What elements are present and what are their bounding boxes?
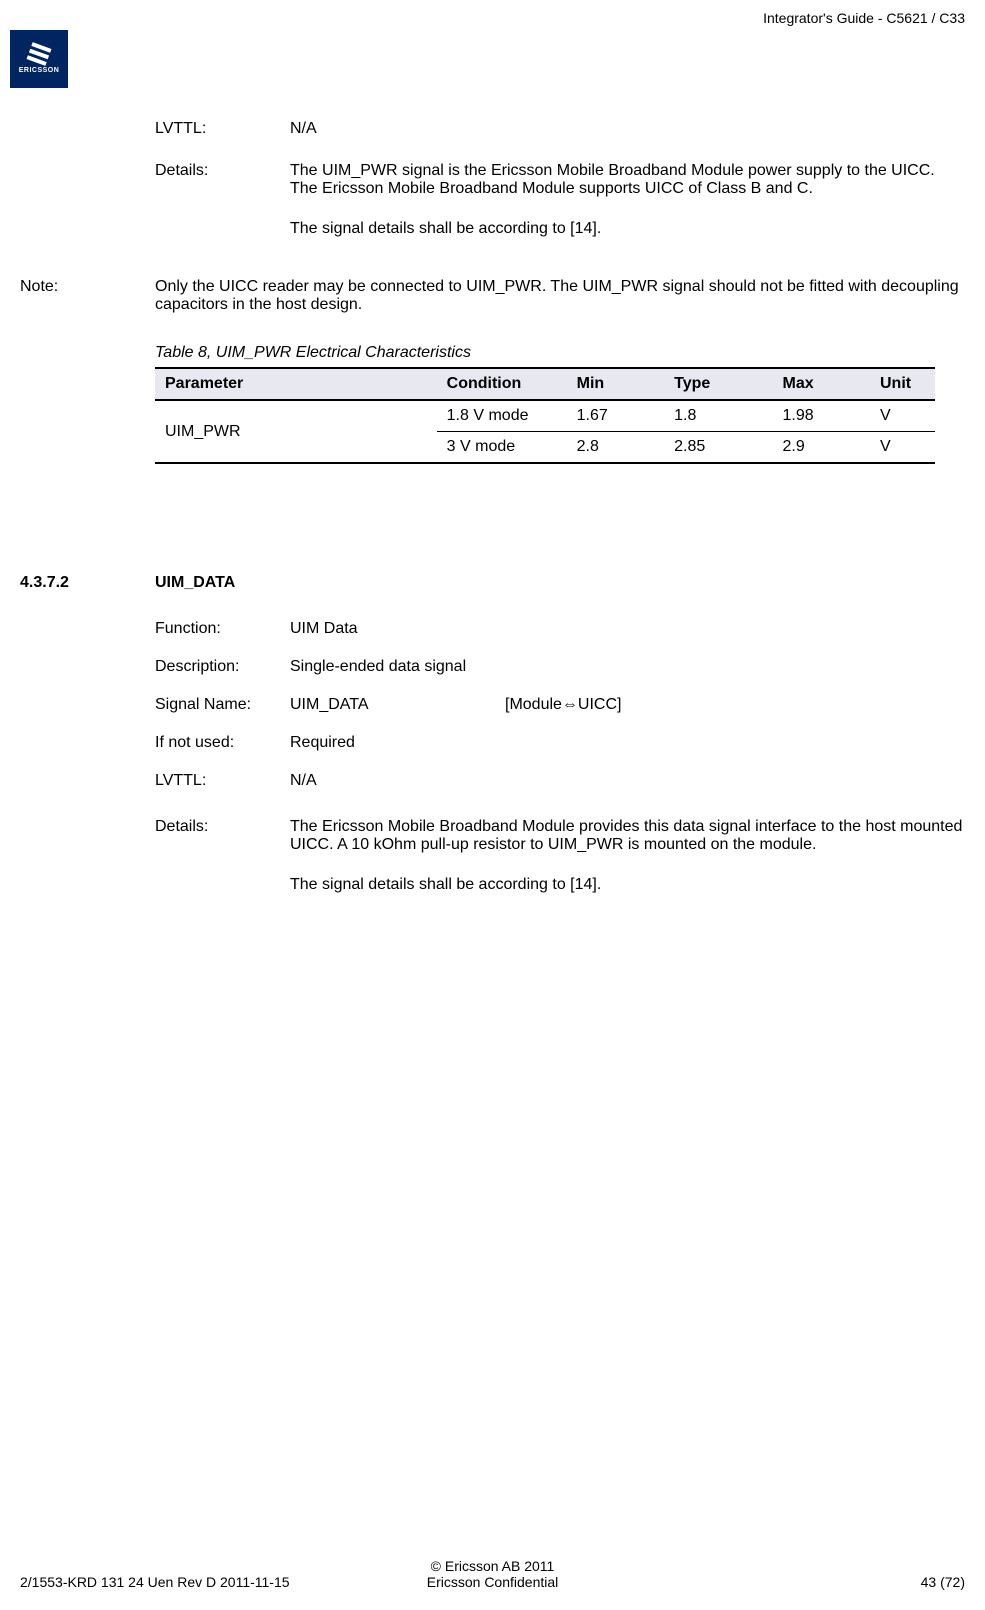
th-min: Min: [567, 368, 665, 400]
details2-p2: The signal details shall be according to…: [290, 876, 965, 894]
lvttl2-row: LVTTL: N/A: [20, 772, 965, 790]
table-caption: Table 8, UIM_PWR Electrical Characterist…: [155, 344, 965, 362]
th-max: Max: [772, 368, 870, 400]
footer-page-number: 43 (72): [921, 1574, 965, 1590]
th-condition: Condition: [437, 368, 567, 400]
details-row: Details: The UIM_PWR signal is the Erics…: [20, 162, 965, 238]
function-row: Function: UIM Data: [20, 620, 965, 638]
section-heading: 4.3.7.2 UIM_DATA: [20, 574, 965, 592]
td-parameter: UIM_PWR: [155, 400, 437, 463]
if-not-used-label: If not used:: [155, 734, 290, 752]
td-condition: 1.8 V mode: [437, 400, 567, 432]
signal-name-value-wrapper: UIM_DATA [Module⇔UICC]: [290, 696, 965, 714]
td-min: 2.8: [567, 432, 665, 464]
lvttl-value: N/A: [290, 120, 965, 138]
page-content: LVTTL: N/A Details: The UIM_PWR signal i…: [20, 120, 965, 914]
footer-doc-id: 2/1553-KRD 131 24 Uen Rev D 2011-11-15: [20, 1574, 290, 1590]
signal-name-row: Signal Name: UIM_DATA [Module⇔UICC]: [20, 696, 965, 714]
td-min: 1.67: [567, 400, 665, 432]
td-unit: V: [870, 432, 935, 464]
td-type: 1.8: [664, 400, 772, 432]
note-row: Note: Only the UICC reader may be connec…: [20, 278, 965, 314]
doc-title: Integrator's Guide - C5621 / C33: [763, 10, 965, 26]
lvttl2-value: N/A: [290, 772, 965, 790]
description-label: Description:: [155, 658, 290, 676]
details-label: Details:: [155, 162, 290, 238]
details-p2: The signal details shall be according to…: [290, 220, 965, 238]
lvttl-row: LVTTL: N/A: [20, 120, 965, 138]
function-label: Function:: [155, 620, 290, 638]
details2-value: The Ericsson Mobile Broadband Module pro…: [290, 818, 965, 894]
if-not-used-row: If not used: Required: [20, 734, 965, 752]
if-not-used-value: Required: [290, 734, 965, 752]
signal-name-label: Signal Name:: [155, 696, 290, 714]
description-row: Description: Single-ended data signal: [20, 658, 965, 676]
details2-p1: The Ericsson Mobile Broadband Module pro…: [290, 818, 965, 854]
th-parameter: Parameter: [155, 368, 437, 400]
lvttl2-label: LVTTL:: [155, 772, 290, 790]
function-value: UIM Data: [290, 620, 965, 638]
th-unit: Unit: [870, 368, 935, 400]
footer-copyright-line2: Ericsson Confidential: [427, 1574, 559, 1590]
td-unit: V: [870, 400, 935, 432]
table-row: UIM_PWR 1.8 V mode 1.67 1.8 1.98 V: [155, 400, 935, 432]
description-value: Single-ended data signal: [290, 658, 965, 676]
table-header-row: Parameter Condition Min Type Max Unit: [155, 368, 935, 400]
footer-copyright: © Ericsson AB 2011 Ericsson Confidential: [427, 1558, 559, 1590]
th-type: Type: [664, 368, 772, 400]
logo-bars-icon: [27, 42, 52, 66]
note-value: Only the UICC reader may be connected to…: [155, 278, 965, 314]
logo-text: ERICSSON: [19, 67, 60, 74]
signal-direction: [Module⇔UICC]: [505, 696, 621, 714]
electrical-characteristics-table: Parameter Condition Min Type Max Unit UI…: [155, 367, 935, 464]
td-max: 2.9: [772, 432, 870, 464]
lvttl-label: LVTTL:: [155, 120, 290, 138]
details2-label: Details:: [155, 818, 290, 894]
section-title: UIM_DATA: [155, 574, 235, 592]
ericsson-logo: ERICSSON: [10, 30, 68, 88]
footer-copyright-line1: © Ericsson AB 2011: [427, 1558, 559, 1574]
signal-name-value: UIM_DATA: [290, 696, 505, 714]
details-value: The UIM_PWR signal is the Ericsson Mobil…: [290, 162, 965, 238]
td-type: 2.85: [664, 432, 772, 464]
details2-row: Details: The Ericsson Mobile Broadband M…: [20, 818, 965, 894]
section-number: 4.3.7.2: [20, 574, 155, 592]
td-condition: 3 V mode: [437, 432, 567, 464]
note-label: Note:: [20, 278, 155, 314]
td-max: 1.98: [772, 400, 870, 432]
details-p1: The UIM_PWR signal is the Ericsson Mobil…: [290, 162, 965, 198]
